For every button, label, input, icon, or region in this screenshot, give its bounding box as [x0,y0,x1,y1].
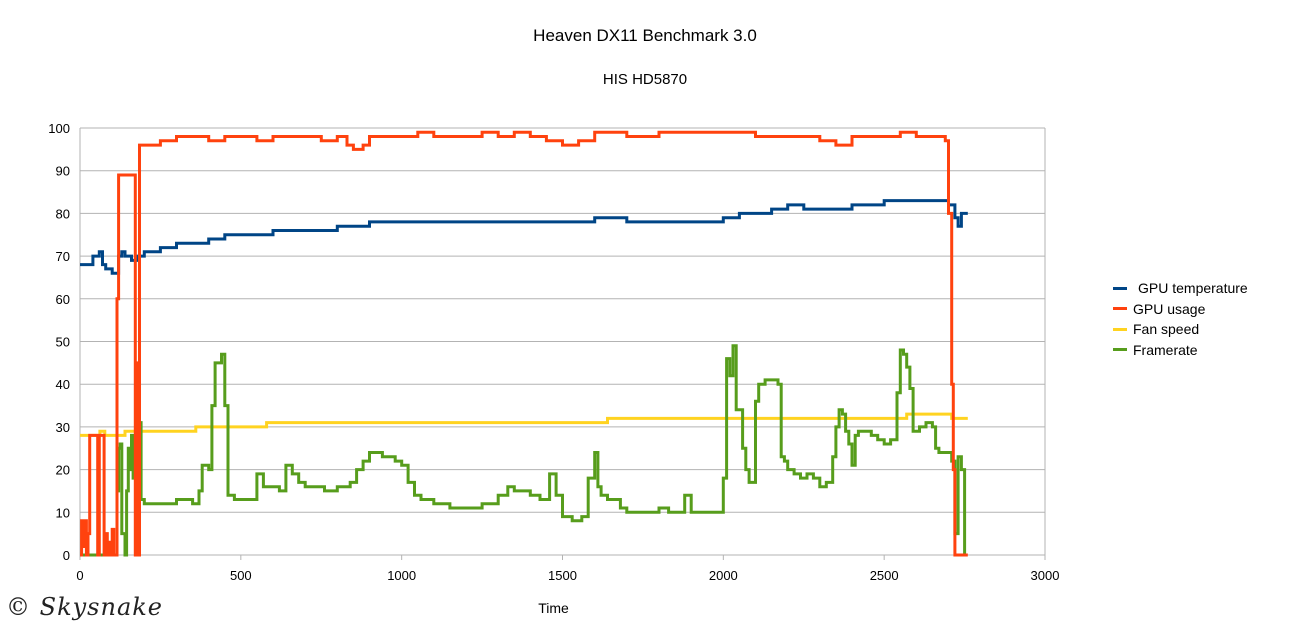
x-tick-label: 1000 [387,568,416,583]
legend-label: GPU temperature [1138,280,1248,297]
y-tick-label: 60 [56,292,70,307]
x-tick-label: 2000 [709,568,738,583]
x-axis-title: Time [538,600,569,616]
y-tick-label: 10 [56,505,70,520]
legend-item: Fan speed [1113,319,1248,340]
series-line-framerate [80,344,967,557]
y-tick-label: 30 [56,420,70,435]
chart-subtitle: HIS HD5870 [602,71,688,88]
watermark: © Skysnake [6,593,163,621]
x-tick-label: 2500 [870,568,899,583]
legend-item: Framerate [1113,340,1248,361]
x-tick-label: 500 [230,568,252,583]
x-tick-label: 1500 [548,568,577,583]
legend-swatch [1113,307,1127,311]
y-tick-label: 70 [56,249,70,264]
legend-swatch [1113,327,1127,331]
legend-swatch [1113,286,1127,290]
y-tick-label: 50 [56,335,70,350]
x-tick-label: 0 [76,568,83,583]
legend-item: GPU usage [1113,299,1248,320]
series-line-gpu-usage [80,130,968,557]
series-line-gpu-temperature [80,199,968,275]
legend-label: Framerate [1133,341,1198,358]
y-tick-label: 20 [56,463,70,478]
y-tick-label: 40 [56,377,70,392]
y-tick-label: 100 [48,121,70,136]
legend-swatch [1113,348,1127,352]
y-tick-label: 0 [63,548,70,563]
chart-title: Heaven DX11 Benchmark 3.0 [533,26,757,45]
x-tick-label: 3000 [1031,568,1060,583]
legend-label: Fan speed [1133,321,1200,338]
legend-item: GPU temperature [1113,278,1248,299]
legend-label: GPU usage [1133,300,1206,317]
series-line-fan-speed [80,412,968,437]
chart-legend: GPU temperature GPU usage Fan speed Framera… [1113,278,1248,360]
y-tick-label: 80 [56,206,70,221]
y-tick-label: 90 [56,164,70,179]
